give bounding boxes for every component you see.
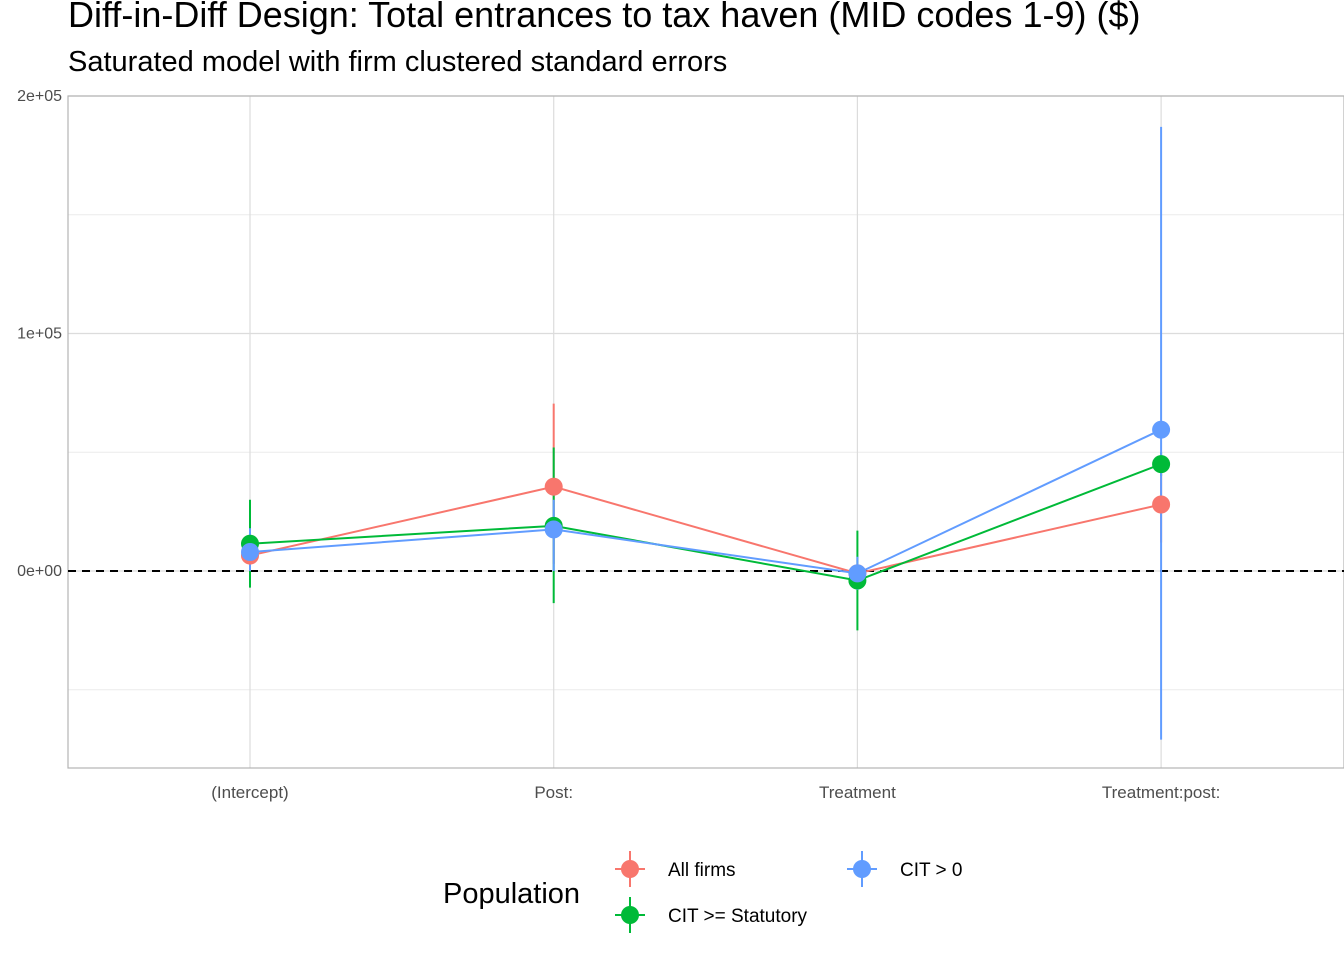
legend-item: CIT > 0	[847, 851, 962, 887]
panel-border	[67, 95, 1344, 769]
legend-key-point	[853, 860, 871, 878]
x-tick-label: (Intercept)	[211, 783, 288, 802]
legend-item: CIT >= Statutory	[615, 897, 808, 933]
legend-label: CIT > 0	[900, 860, 962, 881]
legend-item: All firms	[615, 851, 736, 887]
legend-label: CIT >= Statutory	[668, 906, 808, 927]
data-point	[544, 477, 563, 496]
data-point	[1152, 495, 1171, 514]
y-tick-label: 1e+05	[17, 326, 62, 343]
series-line	[249, 463, 1162, 582]
data-point	[848, 564, 867, 583]
legend-title: Population	[443, 878, 580, 910]
data-point	[241, 543, 259, 561]
y-tick-label: 2e+05	[17, 88, 62, 105]
x-tick-label: Post:	[534, 783, 573, 802]
legend-key-point	[621, 906, 639, 924]
legend-label: All firms	[668, 860, 736, 881]
series-line	[249, 485, 1162, 575]
chart-subtitle: Saturated model with firm clustered stan…	[68, 46, 728, 78]
series-line	[249, 428, 1162, 575]
chart-title: Diff-in-Diff Design: Total entrances to …	[68, 0, 1141, 35]
y-tick-label: 0e+00	[17, 563, 62, 580]
legend-key-point	[621, 860, 639, 878]
data-point	[1152, 455, 1171, 474]
x-tick-label: Treatment	[819, 783, 896, 802]
data-point	[1152, 420, 1171, 439]
x-tick-label: Treatment:post:	[1102, 783, 1220, 802]
data-point	[544, 520, 563, 539]
